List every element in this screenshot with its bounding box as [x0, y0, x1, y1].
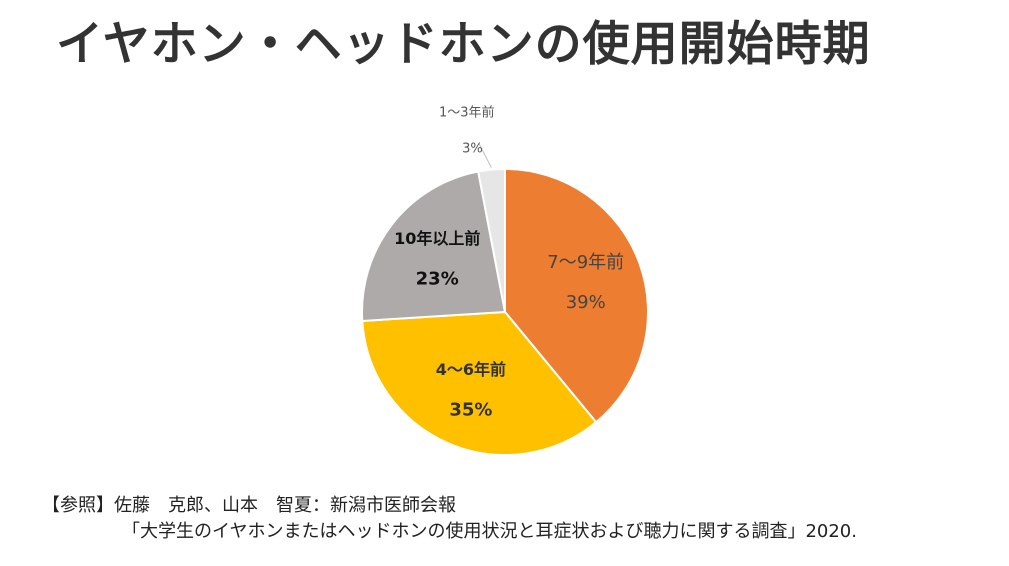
- reference-line-2: 「大学生のイヤホンまたはヘッドホンの使用状況と耳症状および聴力に関する調査」20…: [122, 521, 857, 542]
- slice-1: [504, 167, 649, 424]
- slice-4: [477, 167, 506, 313]
- reference-citation: 【参照】佐藤 克郎、山本 智夏：新潟市医師会報 「大学生のイヤホンまたはヘッドホ…: [42, 493, 857, 545]
- slice-3: [361, 170, 507, 323]
- slice-value-3: 23%: [416, 268, 459, 289]
- pie-labels: 7～9年前 39% 4～6年前 35% 10年以上前 23% 1～3年前 3%: [394, 105, 624, 421]
- slice-value-4: 3%: [462, 142, 483, 157]
- slice-label-3: 10年以上前: [394, 229, 480, 248]
- slice-label-4: 1～3年前: [439, 105, 495, 121]
- pie-slices: [361, 167, 649, 456]
- slice-2: [361, 310, 598, 456]
- slice-label-2: 4～6年前: [436, 360, 506, 379]
- slice-label-1: 7～9年前: [547, 252, 624, 273]
- page-title: イヤホン・ヘッドホンの使用開始時期: [56, 17, 871, 72]
- leader-line-4: [478, 142, 492, 168]
- reference-line-1: 【参照】佐藤 克郎、山本 智夏：新潟市医師会報: [42, 495, 456, 516]
- slice-value-1: 39%: [566, 292, 606, 313]
- slice-value-2: 35%: [449, 400, 492, 421]
